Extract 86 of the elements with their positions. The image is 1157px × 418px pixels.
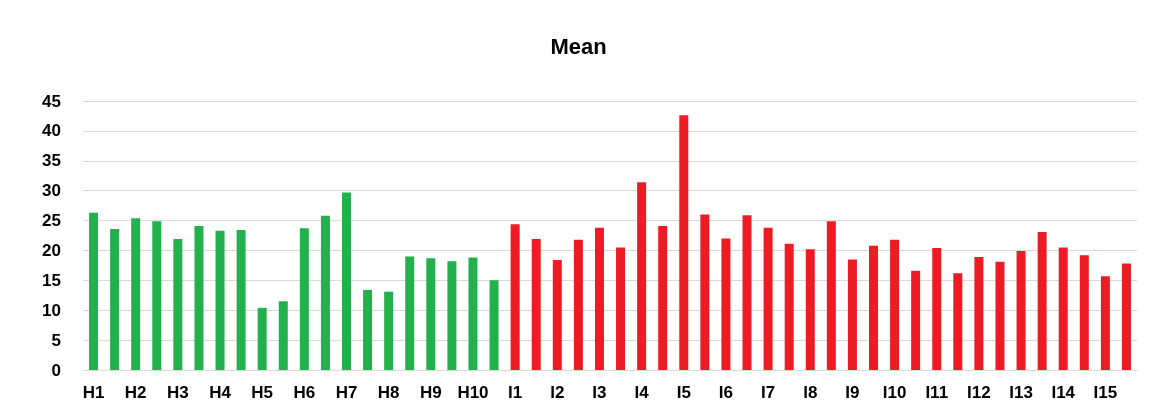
y-tick-label: 10 xyxy=(42,300,61,320)
bar xyxy=(700,214,710,370)
y-tick-label: 40 xyxy=(42,121,61,141)
bar xyxy=(573,239,583,370)
x-tick-label: H10 xyxy=(457,383,489,402)
bar xyxy=(320,215,330,370)
x-tick-label: I1 xyxy=(508,383,523,402)
x-tick-label: H2 xyxy=(124,383,147,402)
bar xyxy=(974,257,984,370)
x-tick-label: I13 xyxy=(1009,383,1033,402)
bar xyxy=(173,239,183,370)
bar xyxy=(194,225,204,370)
x-tick-label: I15 xyxy=(1093,383,1118,402)
bar xyxy=(131,218,141,370)
x-tick-label: I4 xyxy=(634,383,650,402)
bar xyxy=(510,224,520,370)
y-tick-label: 0 xyxy=(51,360,61,380)
y-tick-label: 35 xyxy=(42,151,61,171)
bar xyxy=(1079,255,1089,370)
bar xyxy=(911,270,921,370)
bar xyxy=(932,248,942,370)
bar xyxy=(1016,251,1026,370)
y-tick-label: 5 xyxy=(51,330,61,350)
bar xyxy=(658,225,668,370)
bar xyxy=(215,230,225,370)
x-tick-label: I11 xyxy=(925,383,949,402)
bar xyxy=(257,307,267,370)
bar xyxy=(110,228,120,370)
bar xyxy=(152,221,162,370)
x-tick-label: I14 xyxy=(1051,383,1076,402)
x-tick-label: H8 xyxy=(377,383,400,402)
x-tick-label: H5 xyxy=(251,383,274,402)
x-tick-label: I12 xyxy=(967,383,991,402)
bar xyxy=(236,230,246,370)
bar xyxy=(552,260,562,370)
bar xyxy=(1037,231,1047,370)
bar xyxy=(890,239,900,370)
bar xyxy=(278,301,288,370)
x-tick-label: I9 xyxy=(845,383,860,402)
bar xyxy=(616,247,626,370)
x-tick-label: I7 xyxy=(761,383,776,402)
bar xyxy=(869,245,878,370)
bar xyxy=(847,259,857,370)
bar xyxy=(763,227,773,370)
x-tick-label: I2 xyxy=(550,383,565,402)
y-tick-label: 45 xyxy=(42,91,61,111)
x-tick-label: H1 xyxy=(82,383,105,402)
bar xyxy=(89,212,99,370)
x-tick-label: H7 xyxy=(335,383,358,402)
x-tick-label: I8 xyxy=(803,383,818,402)
y-tick-label: 15 xyxy=(42,270,61,290)
bar xyxy=(342,192,351,370)
bar xyxy=(468,257,478,370)
bar xyxy=(953,273,963,370)
y-tick-label: 20 xyxy=(42,240,61,260)
chart-title: Mean xyxy=(550,33,607,59)
x-tick-label: H3 xyxy=(166,383,189,402)
x-tick-label: I6 xyxy=(718,383,734,402)
bar xyxy=(637,182,647,370)
bar xyxy=(594,227,604,370)
bar xyxy=(489,280,499,370)
bar xyxy=(447,261,457,370)
bar xyxy=(384,291,394,370)
bar xyxy=(826,221,836,370)
bar xyxy=(805,249,815,370)
bar xyxy=(1121,263,1131,370)
bar xyxy=(405,256,415,370)
bar xyxy=(742,215,752,370)
x-tick-label: I10 xyxy=(882,383,907,402)
bar xyxy=(995,261,1005,370)
bar xyxy=(679,115,689,370)
y-tick-label: 25 xyxy=(42,211,61,231)
x-tick-label: H4 xyxy=(209,383,232,402)
x-tick-label: H6 xyxy=(293,383,316,402)
y-tick-label: 30 xyxy=(42,181,61,201)
x-tick-label: I3 xyxy=(592,383,607,402)
bar xyxy=(721,238,731,370)
bar xyxy=(299,228,309,370)
bar xyxy=(426,258,436,370)
bar xyxy=(1100,276,1110,370)
bar xyxy=(531,239,541,370)
bar xyxy=(784,243,794,370)
bar xyxy=(363,289,373,370)
x-tick-label: H9 xyxy=(419,383,442,402)
bar xyxy=(1058,247,1068,370)
x-tick-label: I5 xyxy=(676,383,691,402)
